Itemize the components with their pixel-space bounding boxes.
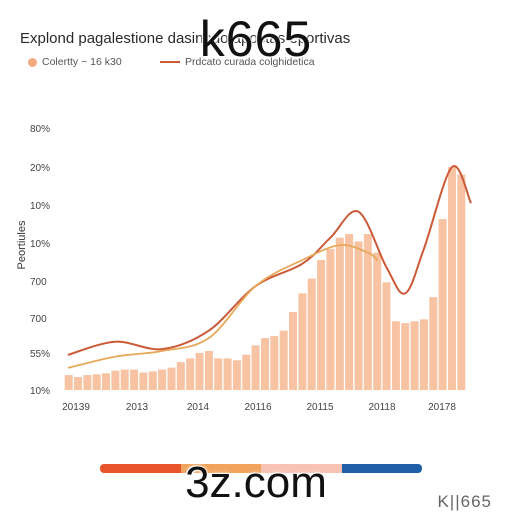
y-tick-label: 10% — [30, 239, 50, 250]
y-tick-label: 80% — [30, 124, 50, 135]
bar-32 — [363, 234, 372, 390]
bar-35 — [391, 321, 400, 390]
bar-40 — [438, 219, 447, 390]
bar-16 — [214, 358, 223, 390]
color-strip-segment-1 — [180, 464, 261, 473]
bar-17 — [223, 358, 232, 390]
bar-0 — [64, 375, 73, 390]
bar-27 — [317, 260, 326, 390]
bar-18 — [232, 360, 241, 390]
bar-24 — [289, 312, 297, 390]
bar-38 — [419, 319, 428, 390]
bar-29 — [335, 237, 344, 390]
bar-42 — [457, 174, 466, 390]
bar-1 — [74, 377, 82, 390]
x-tick-label: 20139 — [62, 402, 90, 413]
bar-6 — [120, 369, 129, 390]
x-tick-label: 2013 — [126, 402, 149, 413]
bar-7 — [130, 369, 139, 390]
x-tick-label: 20115 — [306, 402, 334, 413]
bar-22 — [270, 336, 279, 390]
y-tick-label: 55% — [30, 349, 50, 360]
x-tick-label: 20116 — [244, 402, 272, 413]
bar-13 — [186, 358, 195, 390]
bar-36 — [401, 323, 410, 390]
bar-5 — [111, 370, 120, 390]
corner-watermark: K||665 — [437, 492, 492, 511]
bar-34 — [382, 282, 391, 390]
bar-4 — [102, 373, 110, 390]
bar-20 — [251, 345, 260, 390]
y-axis-label: Peortiules — [16, 220, 28, 269]
bar-3 — [92, 374, 101, 390]
bar-11 — [167, 367, 176, 390]
y-tick-label: 700 — [30, 277, 47, 288]
watermark-top: k665 — [199, 11, 313, 67]
legend-item-bars: Colertty ~ 16 k30 — [28, 56, 122, 68]
bar-23 — [279, 330, 288, 390]
bar-2 — [83, 375, 92, 390]
bar-33 — [373, 252, 382, 390]
bar-9 — [148, 371, 157, 390]
bar-37 — [410, 321, 419, 390]
bar-28 — [326, 248, 335, 390]
bar-30 — [345, 234, 354, 390]
legend-label-bars: Colertty ~ 16 k30 — [42, 56, 122, 68]
y-tick-label: 700 — [30, 314, 47, 325]
y-tick-label: 20% — [30, 163, 50, 174]
legend-label-line: Prdcato curada colghidetica — [185, 56, 315, 68]
bar-8 — [139, 372, 148, 390]
bar-41 — [448, 167, 456, 390]
bar-14 — [195, 352, 204, 390]
color-strip — [100, 464, 422, 473]
bar-21 — [261, 338, 269, 390]
legend-dot-icon — [28, 57, 37, 67]
line-series-0 — [67, 165, 472, 356]
bar-10 — [158, 369, 167, 390]
x-tick-label: 20178 — [428, 402, 456, 413]
y-tick-label: 10% — [30, 201, 50, 212]
line-series-1 — [67, 244, 379, 369]
legend-item-line: Prdcato curada colghidetica — [160, 56, 315, 68]
bar-12 — [176, 362, 185, 390]
bar-26 — [307, 278, 316, 390]
bar-15 — [204, 351, 213, 390]
chart-title: Explond pagalestione dasinhdo apostas ep… — [20, 30, 351, 47]
x-tick-label: 2014 — [187, 402, 210, 413]
color-strip-segment-0 — [100, 464, 181, 473]
watermark-bottom: 3z.com — [185, 458, 327, 507]
bar-25 — [298, 293, 307, 390]
bar-19 — [242, 354, 251, 390]
color-strip-segment-3 — [341, 464, 422, 473]
bar-39 — [429, 297, 438, 390]
legend-line-icon — [160, 61, 180, 64]
y-tick-label: 10% — [30, 386, 50, 397]
x-tick-label: 20118 — [368, 402, 396, 413]
bar-31 — [354, 241, 363, 390]
color-strip-segment-2 — [261, 464, 342, 473]
